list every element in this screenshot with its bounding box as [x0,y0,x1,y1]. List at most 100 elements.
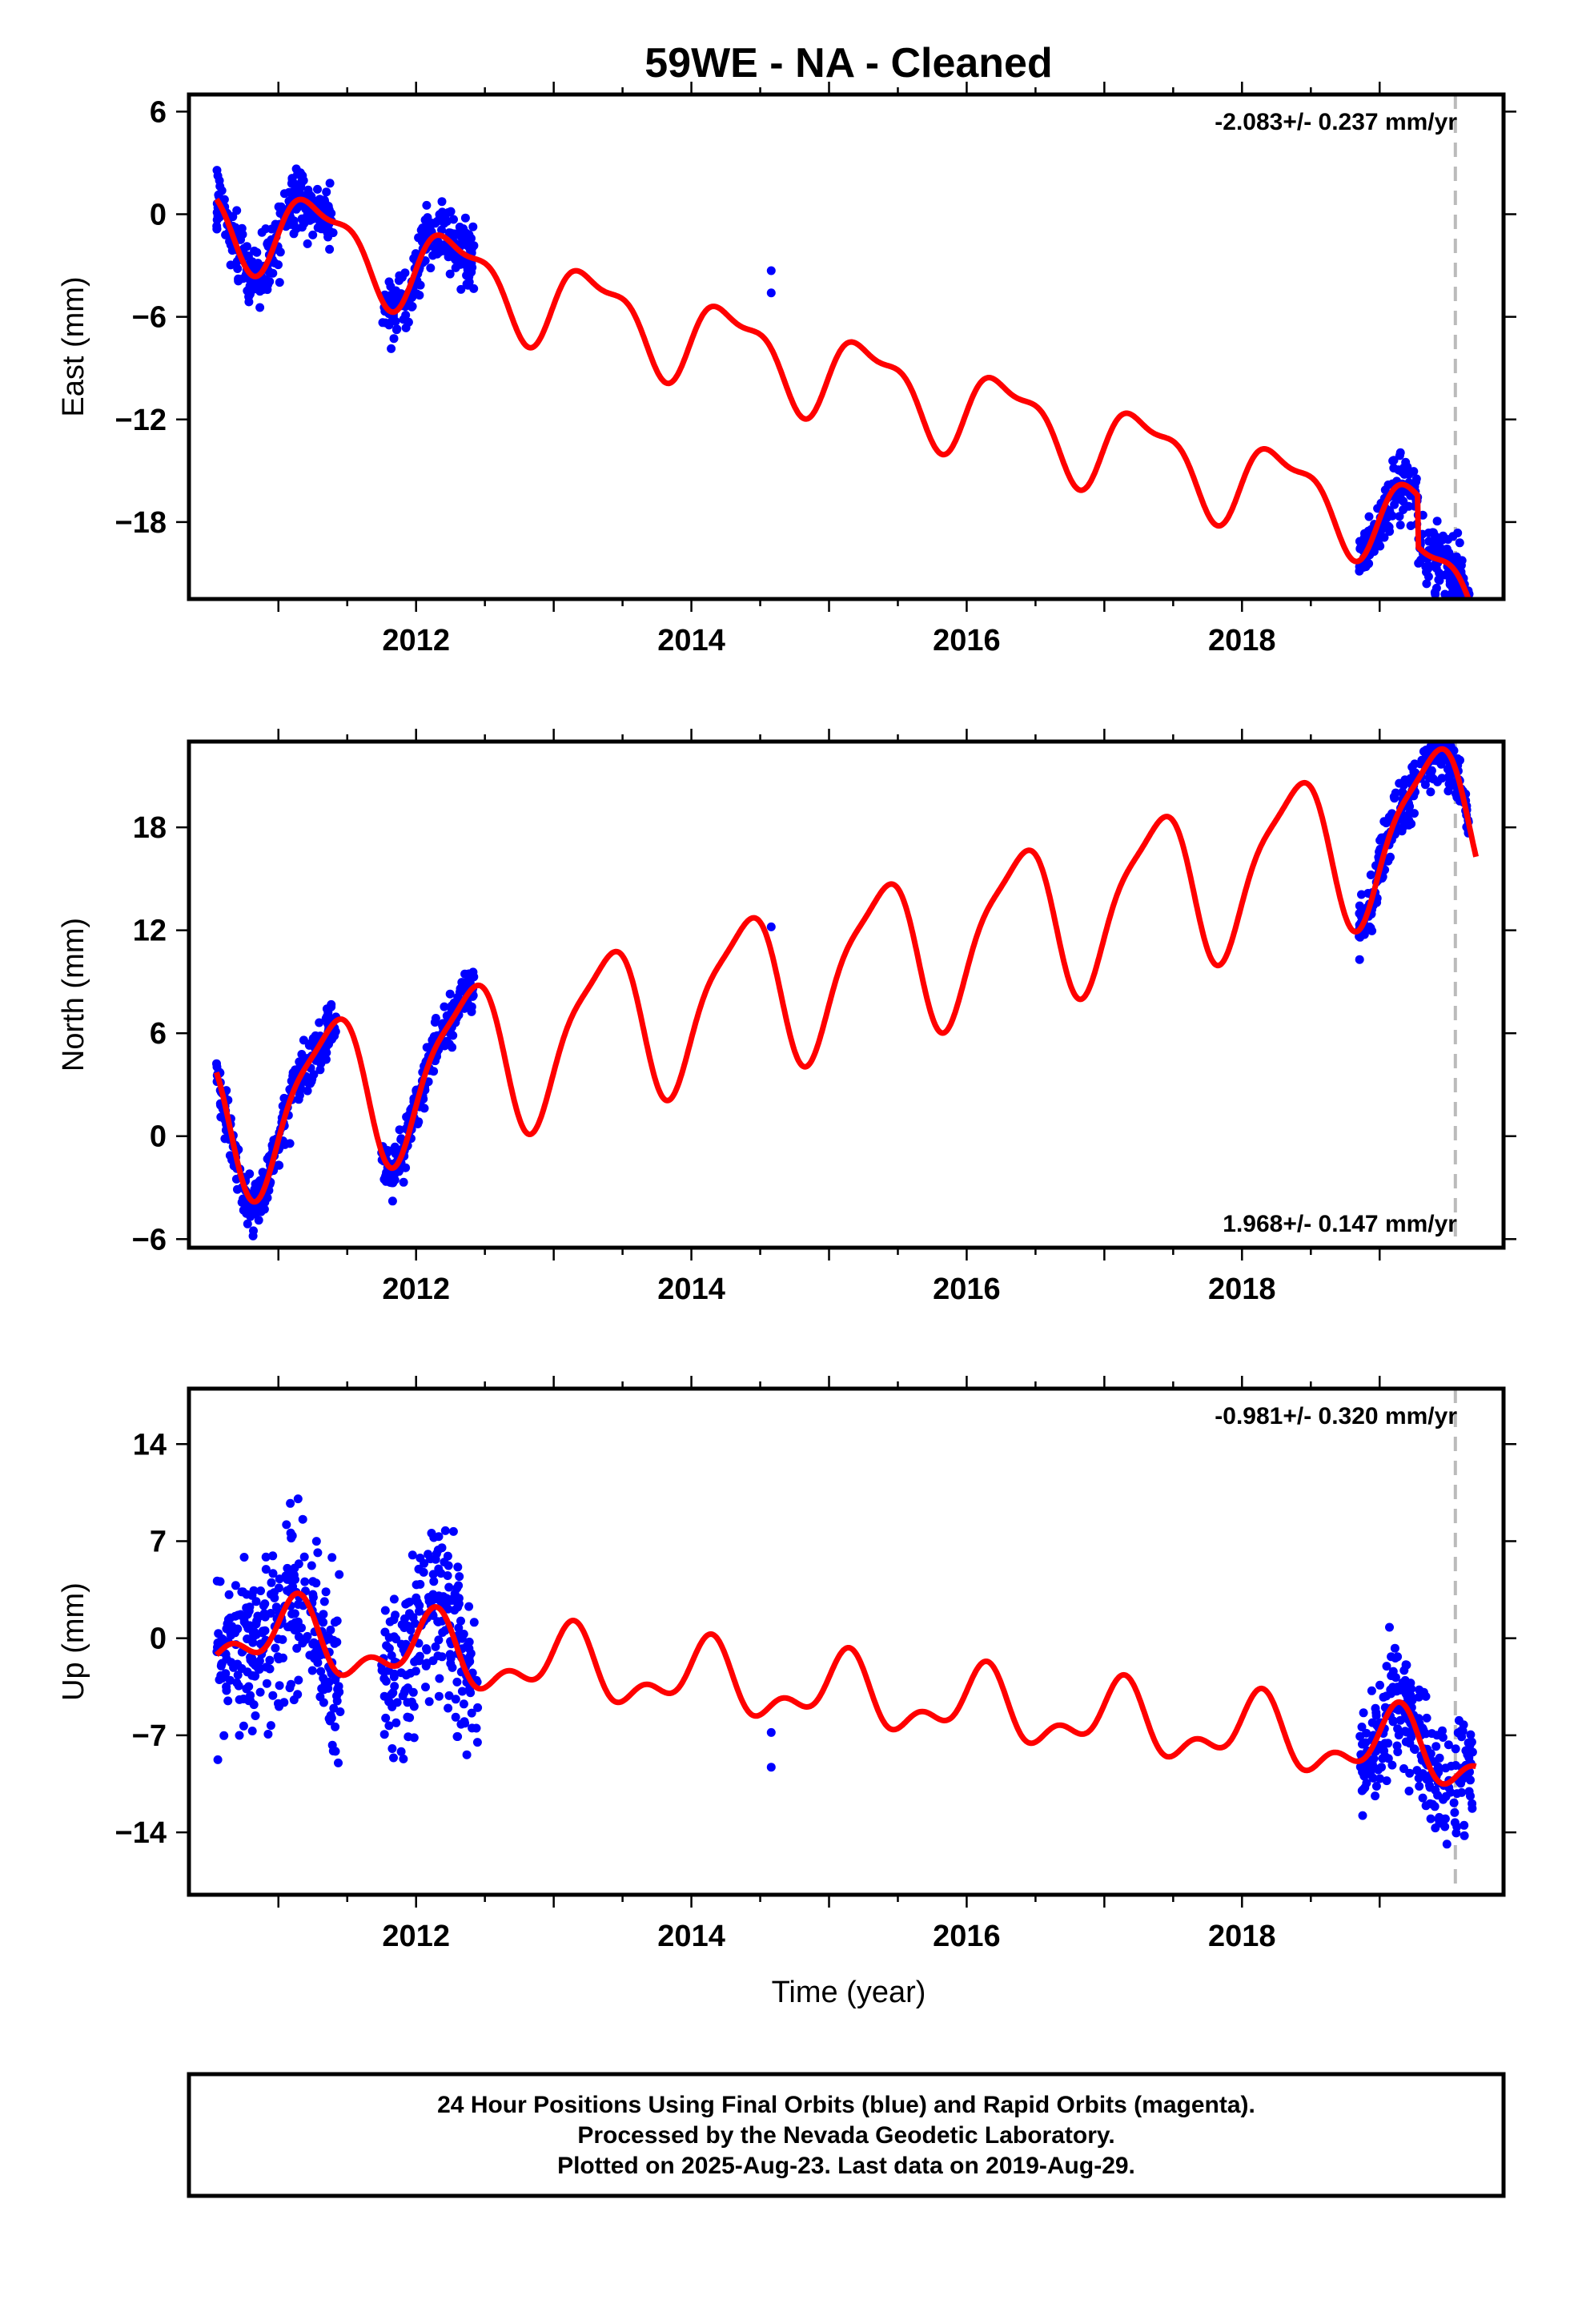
data-point [258,1168,267,1177]
data-point [399,1177,408,1187]
data-point [466,1649,476,1659]
data-point [262,1679,271,1688]
data-point [409,1702,419,1711]
data-point [237,1664,247,1673]
data-point [1359,1708,1368,1718]
data-point [303,239,312,248]
data-point [297,223,307,232]
data-point [251,1630,261,1639]
data-point [1358,1811,1367,1820]
data-point [462,261,471,271]
data-point [1424,774,1434,782]
data-point [335,1570,344,1579]
data-point [384,1643,394,1653]
data-point [444,1691,454,1700]
data-point [224,1590,234,1599]
data-point [452,1677,462,1687]
data-point [1427,1729,1436,1739]
data-point [303,1086,312,1096]
data-point [456,1616,465,1626]
data-point [445,989,455,999]
data-point [1389,456,1399,465]
data-point [396,1668,406,1678]
data-point [216,1671,226,1680]
data-point [406,1626,416,1634]
x-tick-label: 2016 [933,1273,1001,1306]
outlier-point [766,1763,776,1772]
data-point [294,1559,303,1569]
data-point [429,1067,439,1076]
data-point [214,190,223,199]
data-point [1371,1711,1381,1720]
data-point [1435,576,1444,585]
data-point [289,229,299,239]
data-point [454,1623,464,1633]
data-point [334,1758,343,1767]
data-point [381,1676,391,1686]
data-point [1440,1822,1450,1831]
data-point [1367,1686,1376,1695]
data-point [427,1529,436,1538]
data-point [1383,480,1393,489]
data-point [413,1120,423,1128]
rate-annotation: -2.083+/- 0.237 mm/yr [1215,109,1457,135]
data-point [1355,1762,1365,1771]
data-point [1395,521,1405,530]
data-point [1444,569,1453,579]
data-point [1432,517,1442,526]
data-point [329,1703,339,1713]
data-point [1382,1776,1391,1786]
data-point [387,1744,397,1753]
data-point [252,247,262,257]
data-point [251,1711,260,1720]
data-point [440,1596,450,1606]
data-point [215,182,225,191]
data-point [313,184,322,194]
data-point [308,1590,318,1599]
data-point [464,1602,474,1611]
plot-frame [187,92,1506,601]
y-tick-label: −6 [132,1223,167,1256]
data-point [440,1002,449,1011]
data-point [464,280,472,290]
data-point [271,1643,280,1653]
data-point [285,1139,295,1148]
data-point [1369,1763,1379,1772]
data-point [1439,1815,1448,1823]
data-point [443,1571,452,1580]
footer-line-3: Plotted on 2025-Aug-23. Last data on 201… [557,2153,1135,2179]
data-point [1426,1814,1435,1823]
data-point [1382,1662,1391,1671]
data-point [1382,1691,1391,1701]
data-point [293,1494,303,1504]
data-point [327,1553,337,1562]
data-point [1417,1770,1427,1779]
data-point [1398,787,1407,797]
data-point [389,1594,399,1604]
data-point [428,1656,438,1666]
data-point [1433,1791,1443,1800]
data-point [298,1514,307,1524]
data-point [255,303,265,312]
data-point [437,197,447,207]
data-point [332,1691,341,1701]
data-point [384,320,394,330]
data-point [451,1695,460,1704]
data-point [282,1520,291,1530]
data-point [1405,802,1415,811]
data-point [261,1565,271,1574]
data-point [1442,1839,1452,1849]
data-point [452,1583,462,1593]
data-point [1453,529,1463,537]
y-axis-title: East (mm) [57,276,90,416]
data-point [267,1578,276,1587]
data-point [448,1043,457,1052]
data-point [464,272,474,282]
data-point [249,1226,258,1236]
data-point [330,1031,339,1040]
data-point [239,274,248,283]
data-point [444,1703,453,1713]
data-point [412,1580,421,1590]
data-point [1460,1831,1469,1840]
data-point [1443,1740,1453,1750]
